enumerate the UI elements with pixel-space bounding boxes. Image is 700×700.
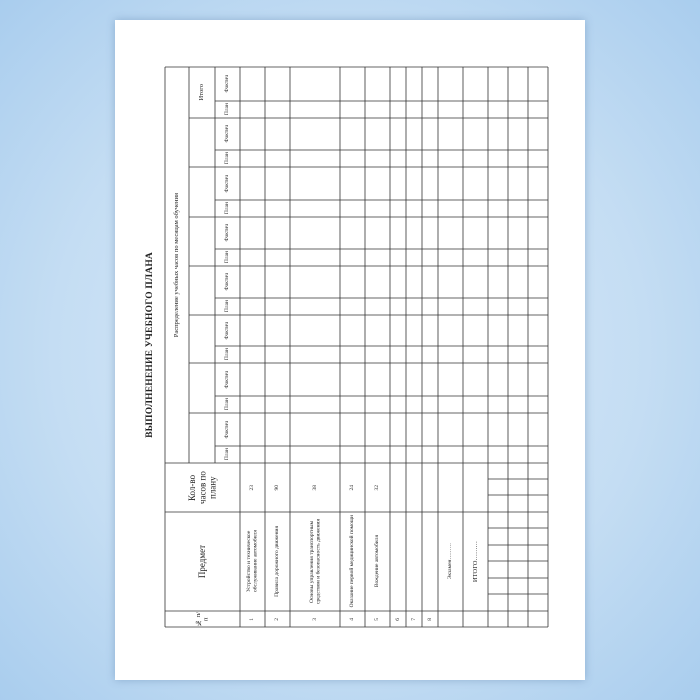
row-subject — [422, 512, 438, 611]
row-number: 1 — [249, 617, 256, 621]
row-subject — [390, 512, 406, 611]
row-hours: 24 — [349, 484, 356, 491]
plan-header: План — [224, 152, 231, 165]
row-subject: Вождение автомобиля — [374, 535, 381, 588]
row-subject: Основы управления транспортным средством… — [308, 519, 321, 605]
row-hours: 23 — [249, 484, 256, 491]
row-number: 4 — [349, 617, 356, 621]
row-hours: 38 — [311, 484, 318, 491]
row-hours: 90 — [274, 484, 281, 491]
number-header: № п/п — [195, 612, 210, 626]
fact-header: Фактич — [224, 75, 231, 93]
document-title: ВЫПОЛНЕНЕНИЕ УЧЕБНОГО ПЛАНА — [144, 252, 155, 438]
row-number: 5 — [374, 617, 381, 621]
row-number: 8 — [426, 617, 433, 621]
row-subject: Правила дорожного движения — [274, 526, 281, 597]
exam-label: Экзамен……… — [447, 543, 454, 580]
fact-header: Фактич — [224, 174, 231, 193]
plan-header: План — [224, 202, 231, 215]
plan-header: План — [224, 103, 231, 116]
row-hours — [390, 463, 406, 512]
row-number: 2 — [274, 617, 281, 621]
document-page — [115, 20, 585, 680]
row-hours — [406, 463, 422, 512]
grand-total-label: ИТОГО……… — [471, 540, 479, 583]
subject-header: Предмет — [197, 544, 208, 579]
row-subject: Устройство и техническое обслуживание ав… — [246, 530, 259, 593]
plan-header: План — [224, 251, 231, 264]
row-number: 7 — [410, 617, 417, 621]
row-number: 3 — [311, 617, 318, 621]
row-hours: 32 — [374, 484, 381, 491]
row-subject — [406, 512, 422, 611]
plan-header: План — [224, 300, 231, 313]
row-hours — [422, 463, 438, 512]
fact-header: Фактич — [224, 273, 231, 291]
total-header: Итого — [198, 84, 206, 101]
fact-header: Фактич — [224, 370, 231, 389]
fact-header: Фактич — [224, 224, 231, 242]
fact-header: Фактич — [224, 321, 231, 340]
row-subject: Оказание первой медицинской помощи — [349, 515, 356, 608]
distribution-header: Распределение учебных часов по месяцам о… — [173, 192, 181, 338]
fact-header: Фактич — [224, 125, 231, 143]
plan-header: План — [224, 448, 231, 461]
hours-header: Кол-во часов по плану — [186, 471, 218, 504]
plan-header: План — [224, 348, 231, 361]
fact-header: Фактич — [224, 420, 231, 439]
row-number: 6 — [394, 617, 401, 621]
plan-header: План — [224, 398, 231, 411]
